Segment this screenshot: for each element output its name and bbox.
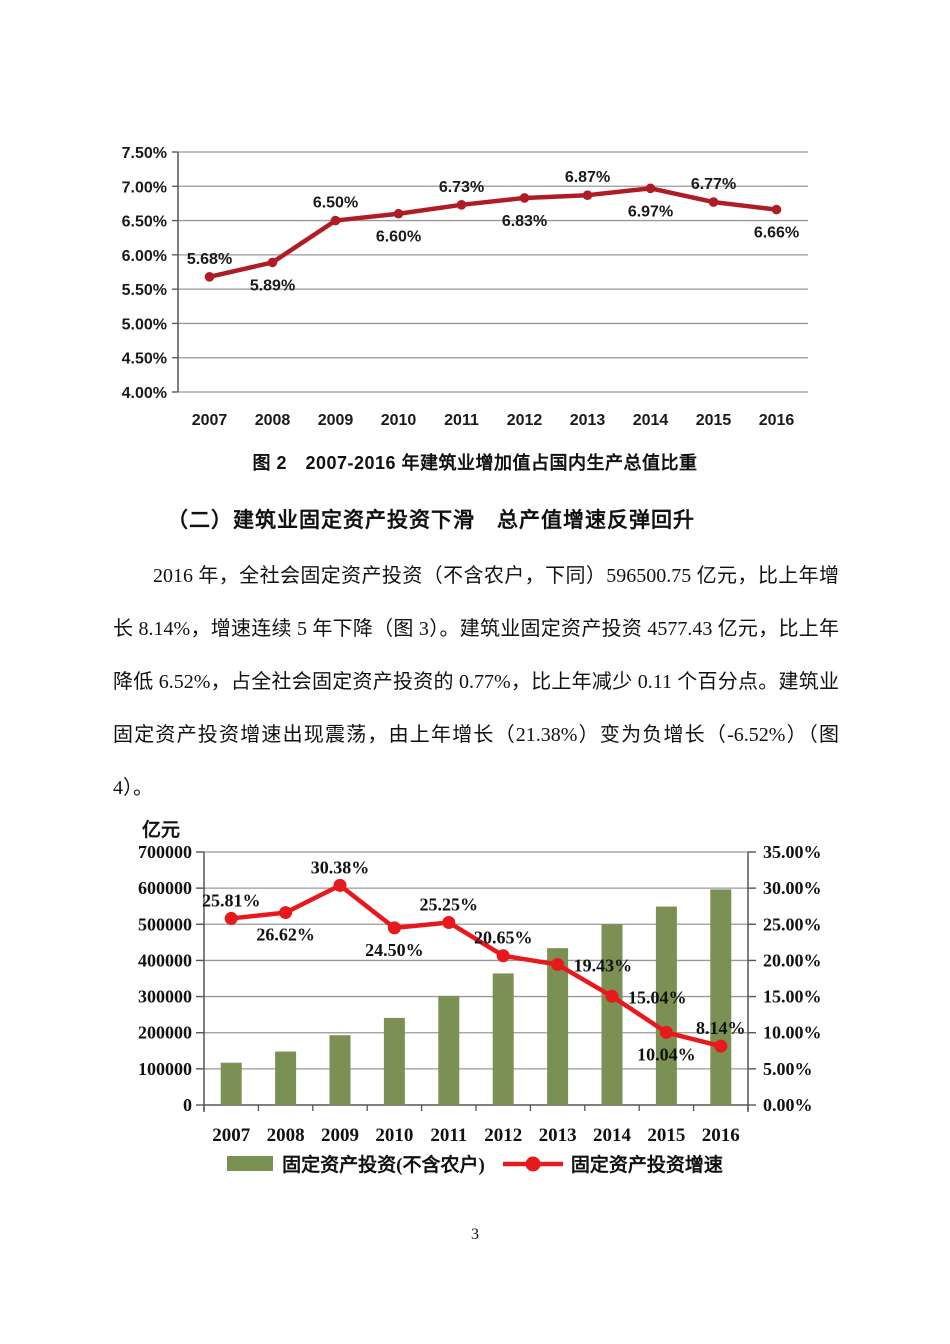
svg-text:0: 0 <box>183 1095 192 1115</box>
svg-text:2008: 2008 <box>267 1125 305 1145</box>
svg-text:2014: 2014 <box>633 412 669 429</box>
svg-text:4.00%: 4.00% <box>122 385 167 402</box>
svg-text:2016: 2016 <box>759 412 795 429</box>
svg-text:200000: 200000 <box>138 1023 192 1043</box>
chart1-data-labels: 5.68% 5.89% 6.50% 6.60% 6.73% 6.83% 6.87% 6.97%… <box>187 169 799 294</box>
chart2-bar <box>492 973 514 1105</box>
svg-text:2007: 2007 <box>192 412 228 429</box>
legend-line-marker-icon <box>501 1155 565 1173</box>
svg-text:15.00%: 15.00% <box>763 987 822 1007</box>
svg-text:5.00%: 5.00% <box>122 316 167 333</box>
chart2-x-axis: 2007 2008 2009 2010 2011 2012 2013 2014 2015 2016 <box>203 1104 749 1145</box>
chart1-series-line <box>208 186 777 279</box>
chart2-bar <box>329 1035 351 1105</box>
svg-text:2010: 2010 <box>375 1125 413 1145</box>
chart2-bar <box>601 924 623 1105</box>
svg-text:2009: 2009 <box>318 412 354 429</box>
svg-text:20.00%: 20.00% <box>763 950 822 970</box>
svg-text:600000: 600000 <box>138 878 192 898</box>
svg-text:2015: 2015 <box>647 1125 685 1145</box>
svg-text:5.00%: 5.00% <box>763 1059 813 1079</box>
svg-text:5.89%: 5.89% <box>250 277 295 294</box>
svg-text:2016: 2016 <box>702 1125 740 1145</box>
svg-text:500000: 500000 <box>138 914 192 934</box>
svg-text:19.43%: 19.43% <box>574 956 633 976</box>
svg-text:2011: 2011 <box>444 412 479 429</box>
svg-text:2015: 2015 <box>696 412 732 429</box>
chart2-markers <box>224 878 728 1053</box>
svg-text:2007: 2007 <box>212 1125 251 1145</box>
chart2-bar <box>655 906 677 1105</box>
svg-text:10.00%: 10.00% <box>763 1023 822 1043</box>
chart2-bar <box>438 995 460 1105</box>
svg-text:20.65%: 20.65% <box>474 928 533 948</box>
svg-text:7.50%: 7.50% <box>122 145 167 162</box>
svg-text:2014: 2014 <box>593 1125 632 1145</box>
chart2-left-axis-title: 亿元 <box>142 818 180 841</box>
svg-text:6.87%: 6.87% <box>565 169 610 186</box>
chart2-data-labels: 25.81% 26.62% 30.38% 24.50% 25.25% 20.65% 19.4… <box>202 857 746 1064</box>
legend-bar-swatch-icon <box>227 1156 274 1171</box>
svg-text:400000: 400000 <box>138 950 192 970</box>
chart1-markers <box>204 183 782 282</box>
body-paragraph: 2016 年，全社会固定资产投资（不含农户，下同）596500.75 亿元，比上… <box>113 565 839 799</box>
svg-text:35.00%: 35.00% <box>763 842 822 862</box>
svg-text:6.50%: 6.50% <box>313 195 358 212</box>
svg-text:2012: 2012 <box>507 412 543 429</box>
svg-text:6.50%: 6.50% <box>122 214 167 231</box>
svg-text:300000: 300000 <box>138 987 192 1007</box>
chart2-series-line <box>230 883 722 1049</box>
svg-text:2013: 2013 <box>539 1125 577 1145</box>
chart2-bar <box>220 1062 242 1105</box>
svg-text:30.00%: 30.00% <box>763 878 822 898</box>
figure3-legend: 固定资产投资(不含农户) 固定资产投资增速 <box>0 1150 950 1177</box>
svg-text:0.00%: 0.00% <box>763 1095 813 1115</box>
figure3-combo-chart: 700000 600000 500000 400000 300000 200000 1000… <box>138 818 822 1145</box>
svg-text:30.38%: 30.38% <box>311 857 370 877</box>
chart2-bar <box>710 889 732 1105</box>
chart2-bar <box>547 948 569 1105</box>
svg-text:25.00%: 25.00% <box>763 914 822 934</box>
svg-text:6.66%: 6.66% <box>754 225 799 242</box>
svg-text:25.81%: 25.81% <box>202 890 261 910</box>
legend-line-label: 固定资产投资增速 <box>570 1155 723 1176</box>
legend-bar-label: 固定资产投资(不含农户) <box>282 1155 485 1176</box>
figure2-caption: 图 2 2007-2016 年建筑业增加值占国内生产总值比重 <box>252 453 698 473</box>
svg-text:15.04%: 15.04% <box>628 987 687 1007</box>
svg-text:2010: 2010 <box>381 412 417 429</box>
svg-text:6.60%: 6.60% <box>376 229 421 246</box>
svg-text:2013: 2013 <box>570 412 606 429</box>
svg-text:2009: 2009 <box>321 1125 359 1145</box>
svg-text:25.25%: 25.25% <box>420 894 479 914</box>
svg-text:2008: 2008 <box>255 412 291 429</box>
svg-text:6.00%: 6.00% <box>122 248 167 265</box>
chart2-right-axis: 35.00% 30.00% 25.00% 20.00% 15.00% 10.00% 5.00… <box>747 842 822 1115</box>
svg-text:6.73%: 6.73% <box>439 179 484 196</box>
page-number: 3 <box>471 1226 479 1243</box>
svg-text:4.50%: 4.50% <box>122 351 167 368</box>
svg-text:24.50%: 24.50% <box>365 940 424 960</box>
chart1-x-axis: 2007 2008 2009 2010 2011 2012 2013 2014 2015 2016 <box>192 412 795 429</box>
chart2-bar <box>383 1017 405 1105</box>
svg-text:5.50%: 5.50% <box>122 282 167 299</box>
chart2-bar <box>275 1051 297 1105</box>
svg-text:8.14%: 8.14% <box>696 1018 746 1038</box>
chart1-y-axis: 7.50% 7.00% 6.50% 6.00% 5.50% 5.00% 4.50% 4.00% <box>122 145 179 402</box>
svg-text:700000: 700000 <box>138 842 192 862</box>
svg-text:7.00%: 7.00% <box>122 179 167 196</box>
chart2-left-axis: 700000 600000 500000 400000 300000 200000 1000… <box>138 842 205 1115</box>
svg-text:6.83%: 6.83% <box>502 213 547 230</box>
svg-text:2012: 2012 <box>484 1125 522 1145</box>
svg-text:6.77%: 6.77% <box>691 176 736 193</box>
svg-text:2011: 2011 <box>430 1125 467 1145</box>
svg-text:26.62%: 26.62% <box>256 925 315 945</box>
svg-text:5.68%: 5.68% <box>187 251 232 268</box>
section-heading: （二）建筑业固定资产投资下滑 总产值增速反弹回升 <box>167 509 695 532</box>
svg-text:100000: 100000 <box>138 1059 192 1079</box>
svg-text:10.04%: 10.04% <box>637 1044 696 1064</box>
figure2-line-chart: 7.50% 7.00% 6.50% 6.00% 5.50% 5.00% 4.50% 4.00%… <box>122 145 808 429</box>
svg-text:6.97%: 6.97% <box>628 203 673 220</box>
chart2-bars <box>220 889 732 1105</box>
